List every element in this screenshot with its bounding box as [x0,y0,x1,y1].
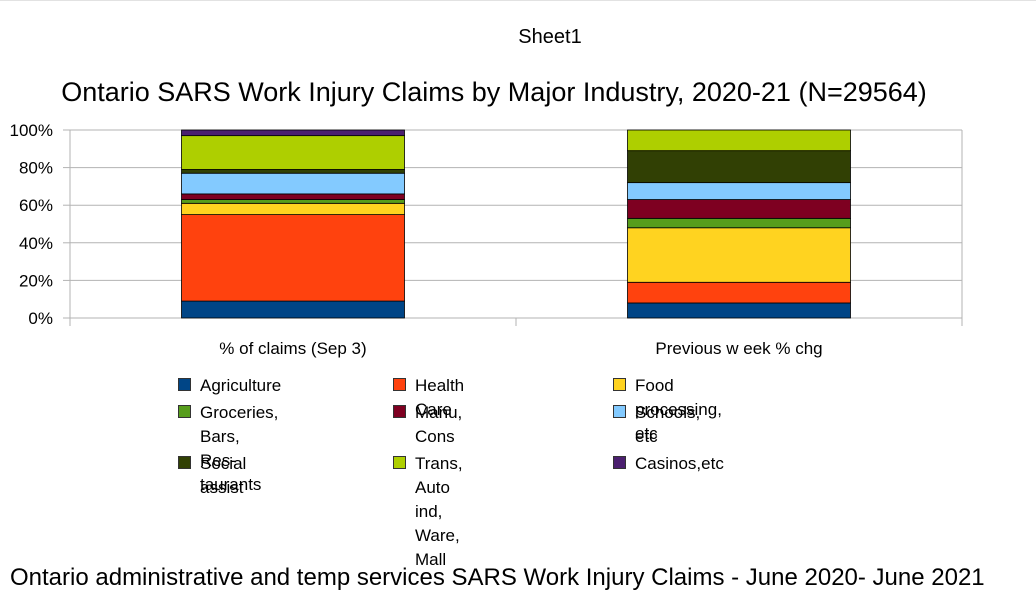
sheet-title: Sheet1 [518,26,582,48]
legend-label-line: Manu, Cons [415,403,463,446]
bar-segment-health-care [181,214,405,302]
legend-swatch [178,405,191,418]
legend-label-line: Mall [415,550,447,569]
chart-title: Ontario SARS Work Injury Claims by Major… [61,77,927,107]
legend-label: Health Care [415,374,464,422]
bar-segment-agriculture [627,302,851,319]
bar-segment-health-care [627,281,851,304]
legend-label-line: Schools, etc [635,403,701,446]
legend-swatch [613,456,626,469]
x-category-label: Previous w eek % chg [655,339,822,358]
legend-label: Casinos,etc [635,452,724,476]
bar-segment-schools-etc [627,182,851,200]
legend-label: Agriculture [200,374,281,398]
bar-segment-trans-auto-ind-ware-mall [627,129,851,152]
legend-label-line: Trans, Auto ind, Ware, [415,454,463,545]
bar-segment-groceries-bars-res-taurants [181,199,405,204]
y-tick-label: 60% [19,196,53,215]
legend-label-line: taurants [200,475,262,494]
bar-segment-food-processing-etc [181,202,405,216]
bar-segment-manu-cons [627,199,851,219]
y-tick-label: 100% [10,121,53,140]
legend-swatch [393,378,406,391]
legend-label-line: Social assist [200,454,247,497]
y-tick-label: 0% [28,309,53,328]
bar-segment-schools-etc [181,172,405,195]
legend-swatch [613,378,626,391]
legend-label: Social assist [200,452,246,500]
footer-text: Ontario administrative and temp services… [10,564,985,591]
top-divider [0,0,1036,1]
legend-label-line: Food processing, etc [635,376,722,443]
y-tick-label: 40% [19,234,53,253]
bar-segment-groceries-bars-res-taurants [627,217,851,229]
bar-segment-casinos-etc [181,129,405,137]
bar-segment-food-processing-etc [627,227,851,283]
y-tick-label: 20% [19,271,53,290]
legend-swatch [178,456,191,469]
bar-segment-trans-auto-ind-ware-mall [181,135,405,170]
y-tick-label: 80% [19,159,53,178]
legend-label-line: Groceries, Bars, Res- [200,403,279,470]
legend-label-line: Health Care [415,376,465,419]
legend-label: Food processing, etc [635,374,722,446]
legend-swatch [393,405,406,418]
legend-label: Manu, Cons [415,401,462,449]
legend-label: Groceries, Bars, Res-taurants [200,401,278,497]
legend-label-line: Agriculture [200,376,282,395]
legend-label-line: Casinos,etc [635,454,724,473]
bar-segment-manu-cons [181,193,405,200]
legend-swatch [613,405,626,418]
legend-label: Trans, Auto ind, Ware, Mall [415,452,463,572]
x-category-label: % of claims (Sep 3) [219,339,366,358]
bar-segment-social-assist [627,150,851,184]
bar-segment-social-assist [181,169,405,174]
bar-segment-agriculture [181,300,405,319]
legend-swatch [178,378,191,391]
legend-swatch [393,456,406,469]
legend-label: Schools, etc [635,401,700,449]
